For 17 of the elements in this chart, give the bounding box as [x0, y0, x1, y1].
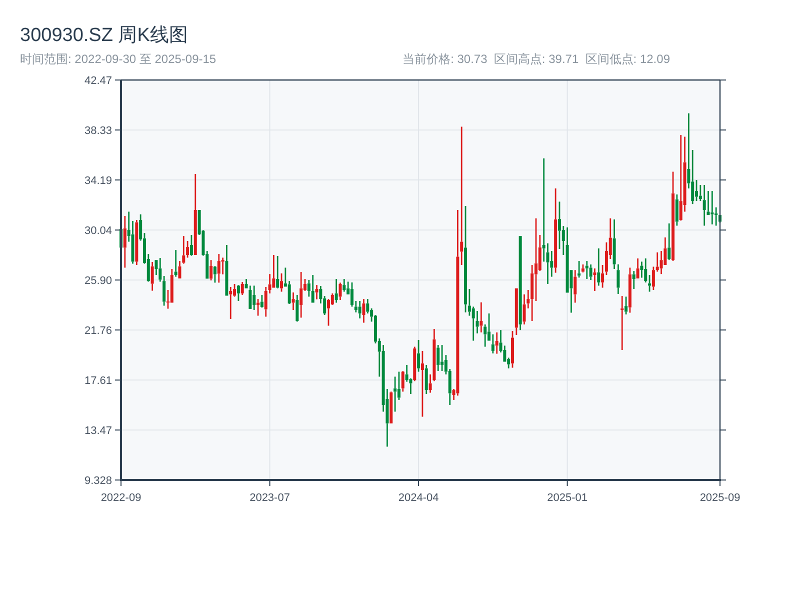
- y-tick-label: 9.328: [84, 475, 112, 487]
- chart-subtitle: 时间范围: 2022-09-30 至 2025-09-15: [20, 52, 216, 66]
- x-tick-label: 2025-01: [547, 492, 588, 504]
- y-tick-label: 21.76: [84, 324, 112, 337]
- x-tick-label: 2023-07: [250, 492, 290, 504]
- y-tick-label: 13.47: [84, 425, 112, 438]
- x-tick-label: 2025-09: [700, 492, 740, 504]
- y-tick-label: 42.47: [84, 75, 112, 87]
- y-tick-label: 17.61: [84, 375, 112, 388]
- y-tick-label: 25.90: [84, 274, 112, 287]
- text: 当前价格: 30.73 区间高点: 39.71 区间低点: 12.09: [402, 52, 670, 66]
- y-tick-label: 30.04: [84, 225, 112, 238]
- x-tick-label: 2024-04: [398, 492, 439, 504]
- x-tick-label: 2022-09: [100, 492, 142, 504]
- chart-title: 300930.SZ 周K线图: [20, 25, 188, 46]
- y-tick-label: 34.19: [84, 174, 112, 187]
- y-tick-label: 38.33: [84, 124, 112, 137]
